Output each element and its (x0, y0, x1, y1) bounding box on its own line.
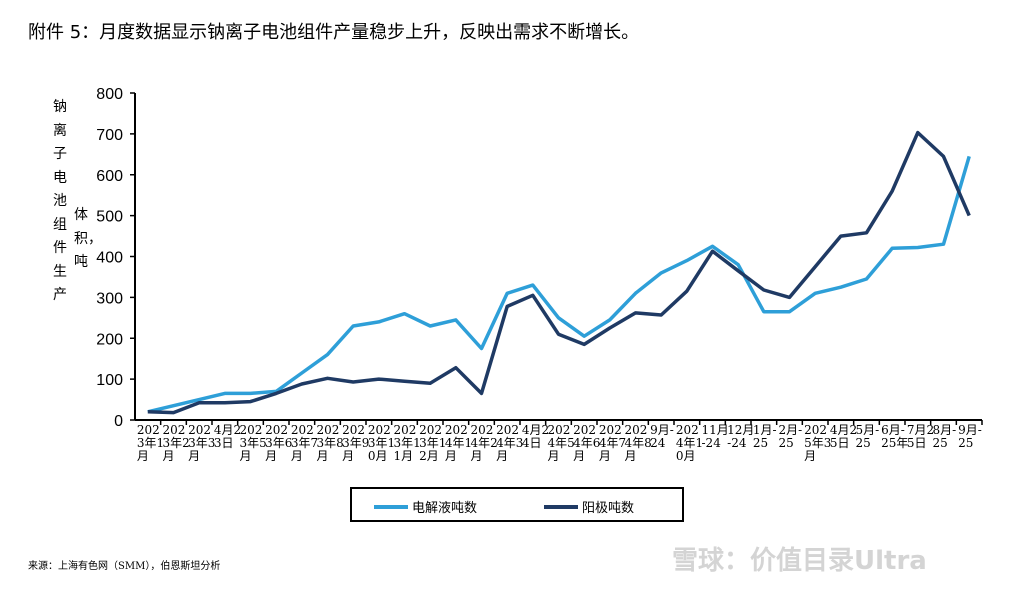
y-tick-label: 100 (96, 372, 123, 389)
x-tick-label: 8月-25 (933, 423, 957, 450)
source-note: 来源：上海有色网（SMM），伯恩斯坦分析 (28, 561, 221, 572)
x-tick-label: 4月2 3日 (214, 423, 241, 450)
y-tick-label: 700 (96, 127, 123, 144)
y-tick-label: 300 (96, 290, 123, 307)
x-tick-label: 202 3年2 月 (163, 423, 190, 463)
legend: 电解液吨数 阳极吨数 (350, 487, 684, 522)
chart-title: 附件 5：月度数据显示钠离子电池组件产量稳步上升，反映出需求不断增长。 (28, 22, 640, 43)
legend-label: 阳极吨数 (582, 501, 635, 516)
x-tick-label: 202 3年7 月 (291, 423, 318, 463)
x-tick-label: 202 4年6 月 (573, 423, 600, 463)
x-tick-label: 202 4年3 月 (496, 423, 523, 463)
x-tick-label: 202 3年5 月 (240, 423, 267, 463)
watermark: 雪球：价值目录Ultra (672, 546, 927, 576)
legend-label: 电解液吨数 (412, 501, 478, 516)
legend-swatch (544, 504, 578, 509)
y-axis-label-part1: 钠离子电池组件生产 (53, 99, 67, 303)
x-tick-label: 9月-24 (650, 423, 674, 450)
x-tick-label: 4月2 4日 (522, 423, 549, 450)
x-tick-label: 12月-24 (727, 423, 754, 450)
x-tick-label: 202 3年1 1月 (394, 423, 421, 463)
series-line-anode (147, 130, 971, 415)
x-tick-label: 202 3年9 月 (342, 423, 369, 463)
x-tick-label: 202 5年3 月 (804, 423, 831, 463)
x-tick-label: 9月-25 (958, 423, 982, 450)
x-tick-label: 6月-25年 (881, 423, 908, 450)
x-tick-label: 202 4年8 月 (625, 423, 652, 463)
x-tick-label: 5月-25 (856, 423, 880, 450)
x-tick-label: 202 4年5 月 (548, 423, 575, 463)
x-tick-label: 1月-25 (753, 423, 777, 450)
y-tick-label: 200 (96, 331, 123, 348)
series-line-electrolyte (147, 155, 971, 414)
legend-item-electrolyte: 电解液吨数 (374, 497, 477, 516)
x-tick-label: 202 3年3 月 (188, 423, 215, 463)
x-tick-label: 202 4年7 月 (599, 423, 626, 463)
x-tick-label: 202 3年1 2月 (419, 423, 446, 463)
x-tick-label: 202 3年1 月 (137, 423, 164, 463)
x-tick-label: 202 3年1 0月 (368, 423, 395, 463)
x-tick-label: 202 4年1 月 (445, 423, 472, 463)
legend-item-anode: 阳极吨数 (544, 497, 634, 516)
y-tick-label: 0 (114, 413, 123, 430)
x-tick-label: 2月-25 (779, 423, 803, 450)
y-tick-label: 400 (96, 250, 123, 267)
x-tick-label: 202 3年8 月 (317, 423, 344, 463)
x-tick-label: 7月2 5日 (907, 423, 934, 450)
y-tick-label: 500 (96, 209, 123, 226)
x-tick-label: 202 4年1 0月 (676, 423, 703, 463)
x-tick-label: 202 3年6 月 (265, 423, 292, 463)
x-tick-label: 4月2 5日 (830, 423, 857, 450)
legend-swatch (374, 504, 408, 509)
x-tick-label: 202 4年2 月 (471, 423, 498, 463)
y-tick-label: 800 (96, 86, 123, 103)
x-tick-label: 11月-24 (702, 423, 729, 450)
y-tick-label: 600 (96, 168, 123, 185)
